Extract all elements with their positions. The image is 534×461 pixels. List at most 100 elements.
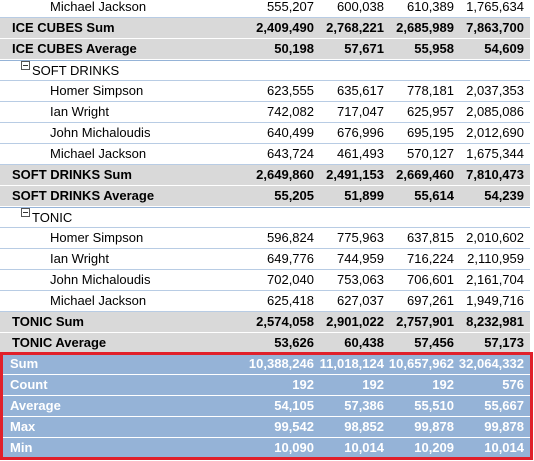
- row-label: SOFT DRINKS Average: [12, 188, 155, 203]
- data-row: Michael Jackson 643,724 461,493 570,127 1,67…: [0, 144, 530, 165]
- row-label: Average: [10, 398, 61, 413]
- cell-value: 11,018,124: [319, 356, 384, 371]
- cell-value: 53,626: [274, 335, 314, 350]
- cell-value: 778,181: [407, 83, 454, 98]
- subtotal-row: SOFT DRINKS Sum 2,649,860 2,491,153 2,669,4…: [0, 165, 530, 186]
- cell-value: 576: [502, 377, 524, 392]
- cell-value: 2,012,690: [466, 125, 524, 140]
- cell-value: 192: [362, 377, 384, 392]
- row-label: Michael Jackson: [50, 146, 147, 161]
- data-row: Homer Simpson 623,555 635,617 778,181 2,037,…: [0, 81, 530, 102]
- cell-value: 635,617: [337, 83, 384, 98]
- cell-value: 627,037: [337, 293, 384, 308]
- cell-value: 32,064,332: [458, 356, 524, 371]
- subtotal-row: ICE CUBES Average 50,198 57,671 55,958 54,60…: [0, 39, 530, 60]
- cell-value: 716,224: [407, 251, 454, 266]
- cell-value: 2,901,022: [326, 314, 384, 329]
- cell-value: 649,776: [267, 251, 314, 266]
- cell-value: 192: [292, 377, 314, 392]
- data-row: Michael Jackson 555,207 600,038 610,389 1,76…: [0, 0, 530, 18]
- row-label: Max: [10, 419, 36, 434]
- cell-value: 643,724: [267, 146, 314, 161]
- group-header-row: SOFT DRINKS: [0, 60, 530, 81]
- cell-value: 54,609: [484, 41, 524, 56]
- row-label: ICE CUBES Sum: [12, 20, 115, 35]
- cell-value: 625,957: [407, 104, 454, 119]
- cell-value: 2,491,153: [326, 167, 384, 182]
- cell-value: 98,852: [344, 419, 384, 434]
- row-label: Michael Jackson: [50, 293, 147, 308]
- cell-value: 610,389: [407, 0, 454, 14]
- cell-value: 2,649,860: [256, 167, 314, 182]
- cell-value: 99,878: [484, 419, 524, 434]
- cell-value: 57,173: [484, 335, 524, 350]
- cell-value: 697,261: [407, 293, 454, 308]
- cell-value: 1,675,344: [466, 146, 524, 161]
- cell-value: 2,574,058: [256, 314, 314, 329]
- data-row: Homer Simpson 596,824 775,963 637,815 2,010,…: [0, 228, 530, 249]
- cell-value: 55,667: [484, 398, 524, 413]
- cell-value: 8,232,981: [466, 314, 524, 329]
- cell-value: 775,963: [337, 230, 384, 245]
- cell-value: 51,899: [344, 188, 384, 203]
- row-label: SOFT DRINKS Sum: [12, 167, 132, 182]
- summary-row: Average 54,105 57,386 55,510 55,667: [0, 396, 530, 417]
- cell-value: 2,085,086: [466, 104, 524, 119]
- cell-value: 50,198: [274, 41, 314, 56]
- subtotal-row: ICE CUBES Sum 2,409,490 2,768,221 2,685,989…: [0, 18, 530, 39]
- selection-border: [0, 352, 533, 460]
- row-label: Ian Wright: [50, 104, 110, 119]
- row-label: TONIC Sum: [12, 314, 84, 329]
- cell-value: 7,863,700: [466, 20, 524, 35]
- cell-value: 625,418: [267, 293, 314, 308]
- cell-value: 10,014: [344, 440, 384, 455]
- cell-value: 2,110,959: [467, 251, 524, 266]
- row-label: Homer Simpson: [50, 83, 144, 98]
- data-row: Ian Wright 742,082 717,047 625,957 2,085,086: [0, 102, 530, 123]
- cell-value: 623,555: [267, 83, 314, 98]
- summary-row: Sum 10,388,246 11,018,124 10,657,962 32,064,…: [0, 354, 530, 375]
- cell-value: 10,209: [414, 440, 454, 455]
- row-label: John Michaloudis: [50, 272, 151, 287]
- cell-value: 57,386: [344, 398, 384, 413]
- data-row: John Michaloudis 702,040 753,063 706,601 2,1…: [0, 270, 530, 291]
- cell-value: 54,105: [274, 398, 314, 413]
- cell-value: 695,195: [407, 125, 454, 140]
- row-label: ICE CUBES Average: [12, 41, 137, 56]
- row-label: Count: [10, 377, 48, 392]
- cell-value: 600,038: [337, 0, 384, 14]
- group-header-row: TONIC: [0, 207, 530, 228]
- cell-value: 2,010,602: [466, 230, 524, 245]
- cell-value: 2,768,221: [326, 20, 384, 35]
- row-label: TONIC Average: [12, 335, 107, 350]
- cell-value: 570,127: [407, 146, 454, 161]
- cell-value: 99,542: [274, 419, 314, 434]
- cell-value: 706,601: [407, 272, 454, 287]
- cell-value: 55,205: [274, 188, 314, 203]
- cell-value: 640,499: [267, 125, 314, 140]
- row-label: John Michaloudis: [50, 125, 151, 140]
- row-label: Michael Jackson: [50, 0, 147, 14]
- cell-value: 10,090: [274, 440, 314, 455]
- cell-value: 7,810,473: [466, 167, 524, 182]
- collapse-toggle[interactable]: [21, 61, 30, 70]
- cell-value: 753,063: [337, 272, 384, 287]
- cell-value: 461,493: [337, 146, 384, 161]
- row-label: Sum: [10, 356, 39, 371]
- cell-value: 2,757,901: [396, 314, 454, 329]
- cell-value: 2,037,353: [466, 83, 524, 98]
- collapse-toggle[interactable]: [21, 208, 30, 217]
- row-label: SOFT DRINKS: [32, 63, 120, 78]
- cell-value: 57,456: [414, 335, 454, 350]
- cell-value: 1,765,634: [466, 0, 524, 14]
- cell-value: 55,614: [414, 188, 454, 203]
- data-row: Michael Jackson 625,418 627,037 697,261 1,94…: [0, 291, 530, 312]
- subtotal-row: TONIC Sum 2,574,058 2,901,022 2,757,901 8,23…: [0, 312, 530, 333]
- cell-value: 54,239: [484, 188, 524, 203]
- cell-value: 742,082: [267, 104, 314, 119]
- subtotal-row: SOFT DRINKS Average 55,205 51,899 55,614 54,…: [0, 186, 530, 207]
- cell-value: 2,669,460: [396, 167, 454, 182]
- data-row: Ian Wright 649,776 744,959 716,224 2,110,959: [0, 249, 530, 270]
- cell-value: 2,409,490: [256, 20, 314, 35]
